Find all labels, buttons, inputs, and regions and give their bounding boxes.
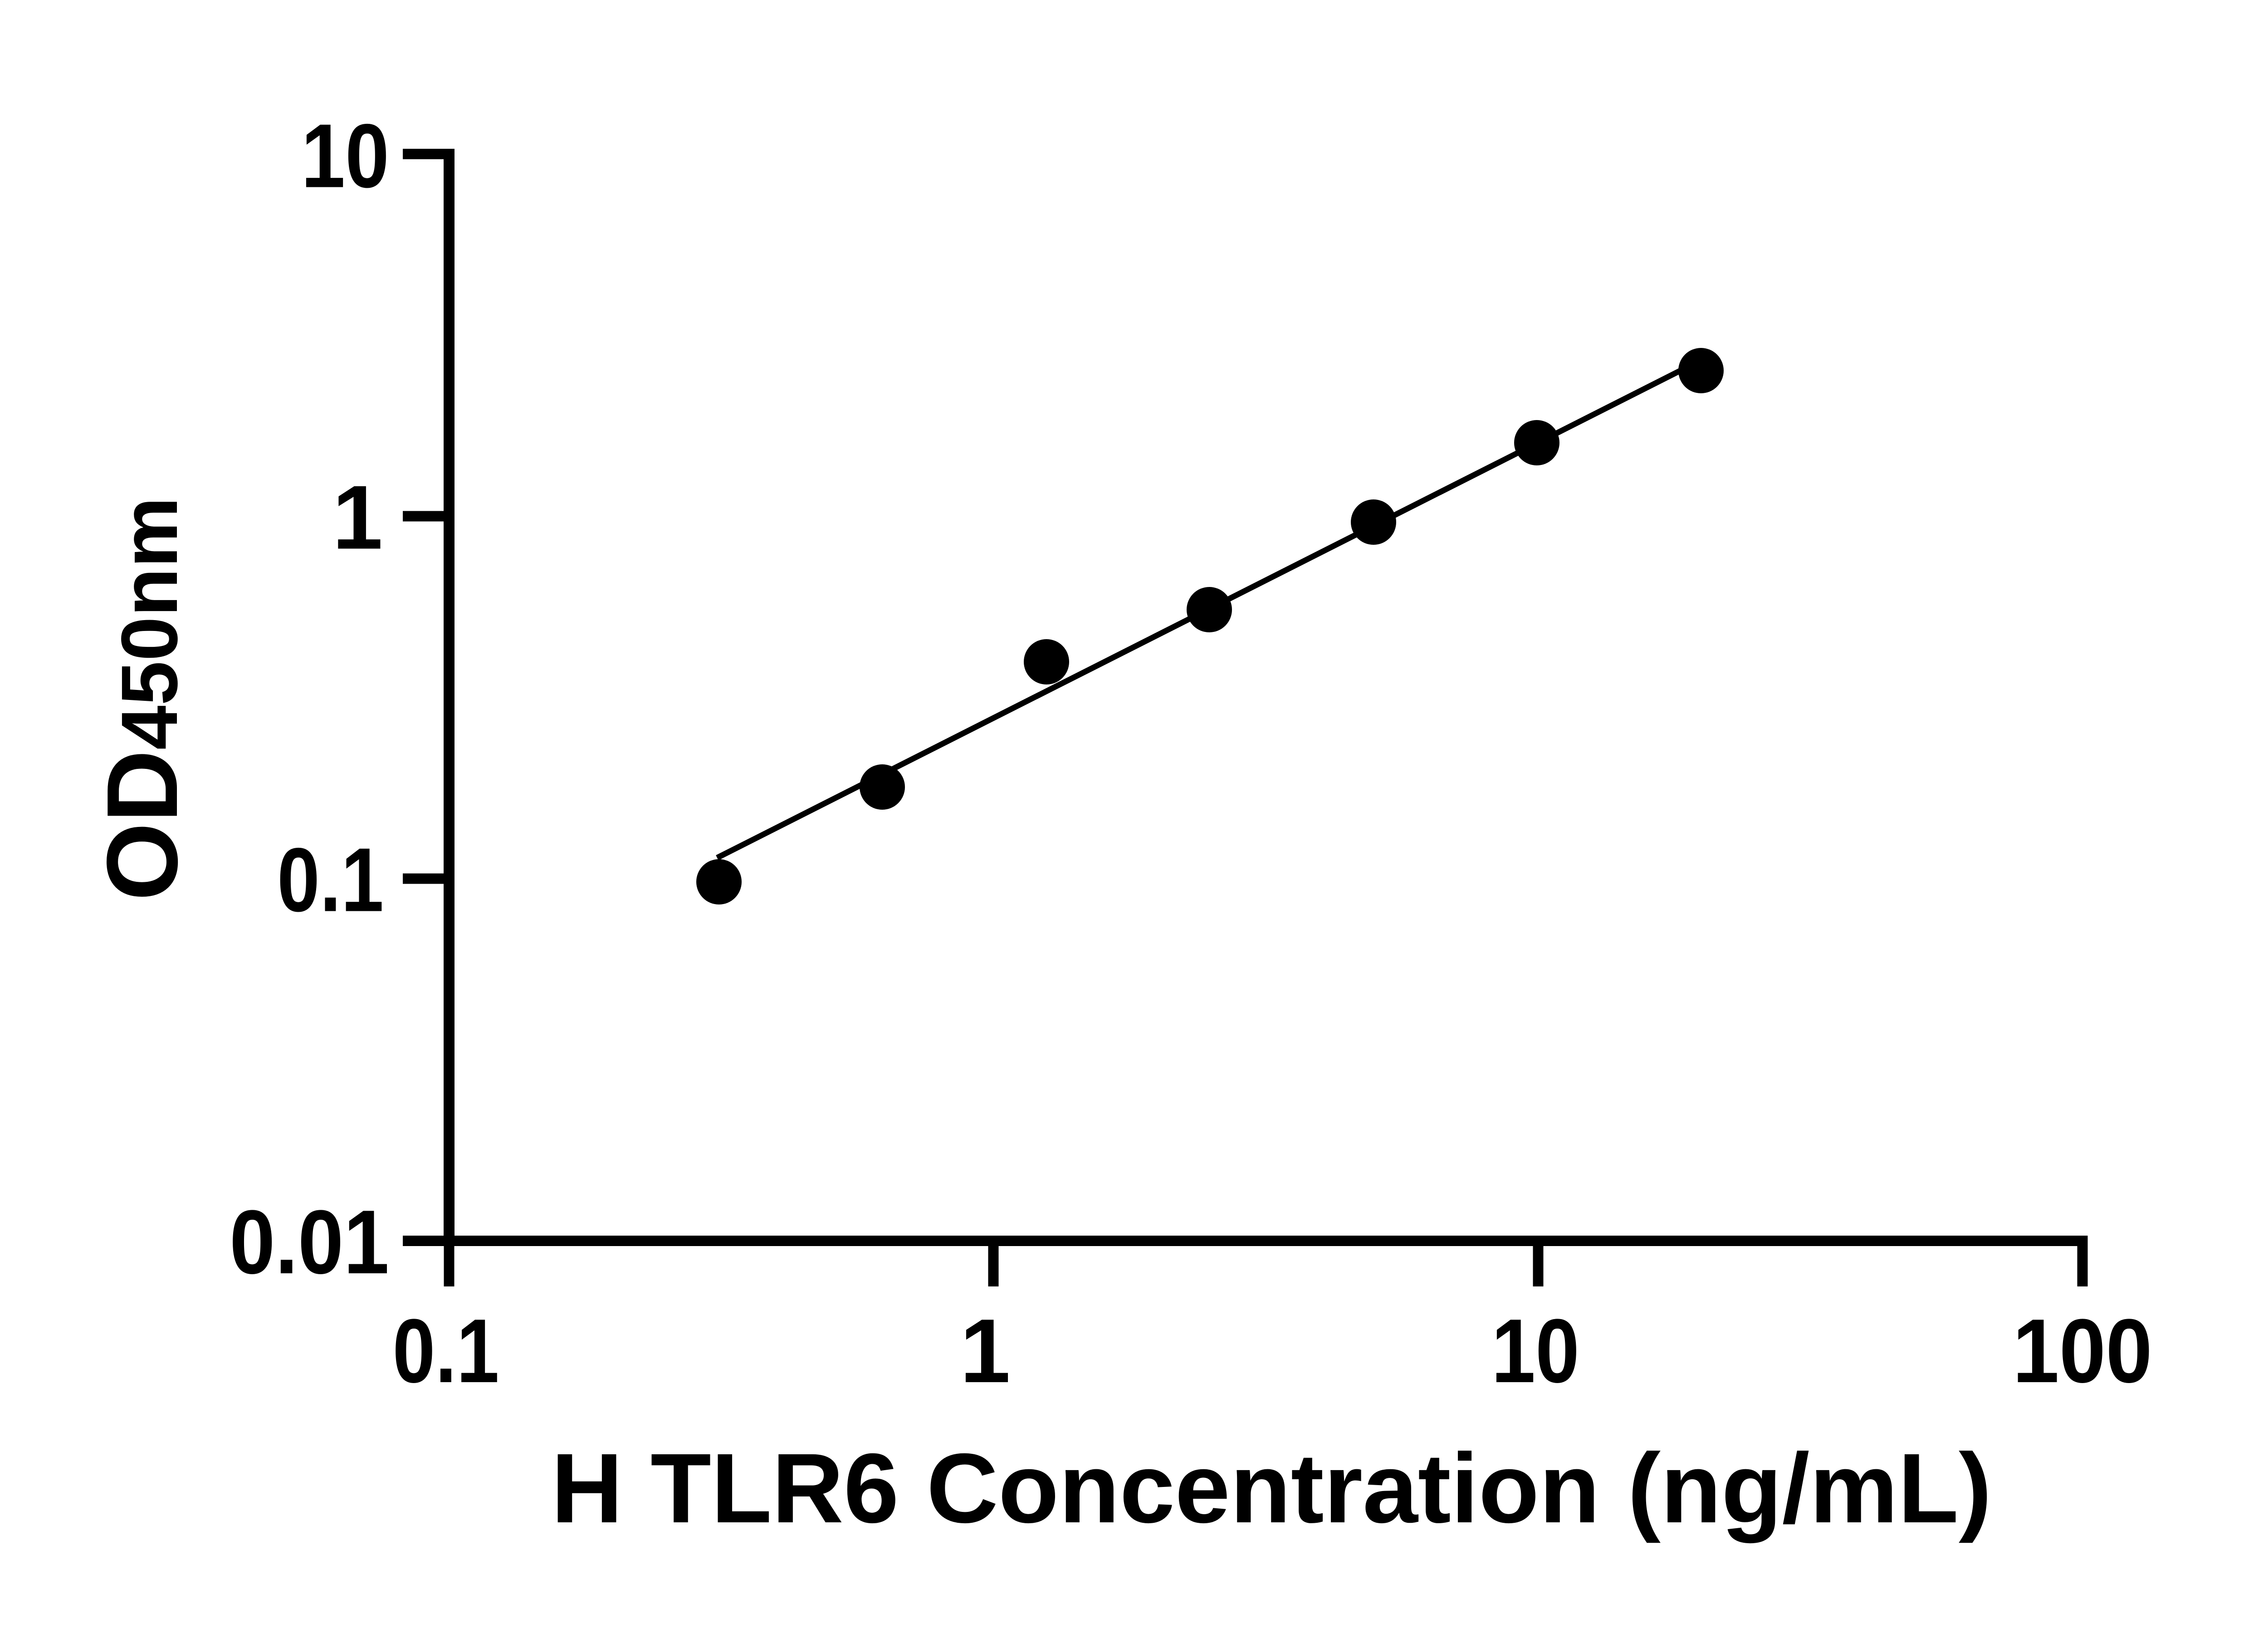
- svg-text:0.1: 0.1: [277, 830, 384, 931]
- svg-text:0.1: 0.1: [393, 1301, 499, 1402]
- svg-text:OD450nm: OD450nm: [86, 497, 199, 901]
- svg-text:1: 1: [960, 1301, 1010, 1402]
- svg-text:10: 10: [1491, 1301, 1579, 1402]
- svg-text:1: 1: [332, 467, 383, 568]
- svg-text:100: 100: [2013, 1301, 2152, 1402]
- svg-text:H TLR6 Concentration (ng/mL): H TLR6 Concentration (ng/mL): [551, 1433, 1992, 1544]
- svg-text:10: 10: [301, 106, 389, 207]
- svg-text:0.01: 0.01: [230, 1192, 389, 1293]
